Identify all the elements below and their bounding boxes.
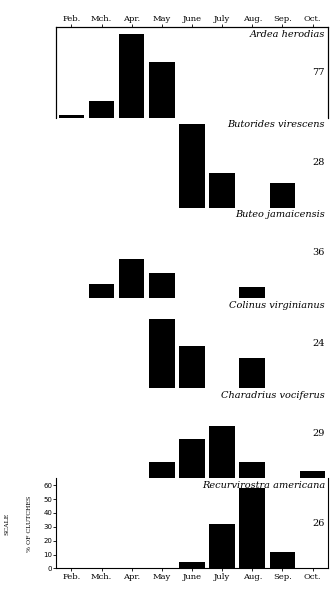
Text: 29: 29 [312, 429, 325, 438]
Text: 28: 28 [312, 158, 325, 167]
Bar [149, 461, 175, 478]
Bar [149, 319, 175, 388]
Bar [89, 284, 114, 298]
Bar [240, 461, 265, 478]
Text: Colinus virginianus: Colinus virginianus [229, 300, 325, 309]
Bar [179, 440, 205, 478]
Bar [209, 173, 235, 208]
Bar [149, 273, 175, 298]
Text: Butorides virescens: Butorides virescens [227, 120, 325, 130]
Bar [240, 488, 265, 568]
Bar [300, 471, 325, 478]
Bar [179, 347, 205, 388]
Text: Ardea herodias: Ardea herodias [250, 30, 325, 39]
Bar [119, 34, 145, 117]
Text: 26: 26 [312, 519, 325, 528]
Text: 77: 77 [312, 68, 325, 77]
Bar [89, 101, 114, 117]
Bar [270, 183, 295, 208]
Bar [240, 287, 265, 298]
Bar [240, 358, 265, 388]
Bar [179, 562, 205, 568]
Text: Charadrius vociferus: Charadrius vociferus [221, 391, 325, 400]
Bar [119, 259, 145, 298]
Bar [149, 62, 175, 117]
Bar [270, 552, 295, 568]
Text: Recurvirostra americana: Recurvirostra americana [202, 481, 325, 490]
Text: 36: 36 [312, 248, 325, 257]
Text: SCALE: SCALE [4, 513, 9, 534]
Text: Buteo jamaicensis: Buteo jamaicensis [235, 210, 325, 219]
Bar [209, 524, 235, 568]
Text: 24: 24 [312, 339, 325, 348]
Bar [179, 125, 205, 208]
Bar [209, 426, 235, 478]
Bar [59, 115, 84, 117]
Text: % OF CLUTCHES: % OF CLUTCHES [27, 496, 32, 551]
